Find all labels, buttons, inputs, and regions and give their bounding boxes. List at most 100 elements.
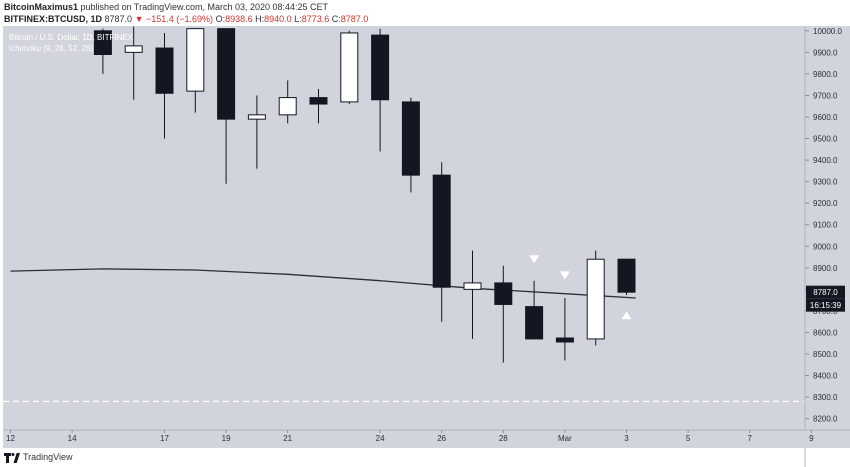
last-price: 8787.0 (104, 14, 133, 24)
time-tick-label: 9 (809, 434, 814, 443)
price-tick-label: 9100.0 (813, 221, 838, 230)
up-triangle-marker (621, 311, 632, 320)
indicator-label: Ichimoku (9, 26, 52, 26) (9, 44, 93, 53)
time-axis[interactable] (3, 430, 850, 448)
price-tick-label: 9300.0 (813, 178, 838, 187)
price-axis[interactable] (805, 26, 850, 430)
candle-body (93, 30, 112, 56)
publish-date: published on TradingView.com, March 03, … (80, 2, 329, 12)
candle[interactable] (525, 280, 544, 340)
candle-body (432, 174, 451, 288)
down-triangle-marker (529, 255, 540, 264)
candle[interactable] (371, 28, 390, 152)
open-value: 8938.6 (225, 14, 253, 24)
price-tick-label: 8600.0 (813, 328, 838, 337)
last-price-tag-label: 8787.0 (813, 288, 838, 297)
chart-publish-info: BitcoinMaximus1 published on TradingView… (4, 2, 328, 14)
symbol-label: BITFINEX:BTCUSD, 1D (4, 14, 103, 24)
candle-body (278, 97, 297, 116)
price-tick-label: 8500.0 (813, 350, 838, 359)
price-tick-label: 9900.0 (813, 48, 838, 57)
price-tick-label: 10000.0 (813, 27, 842, 36)
candle[interactable] (247, 95, 266, 169)
candle-body (186, 28, 205, 92)
close-label: C: (331, 14, 341, 24)
candle[interactable] (340, 30, 359, 105)
candle[interactable] (186, 28, 205, 113)
close-value: 8787.0 (340, 14, 369, 24)
price-tick-label: 9400.0 (813, 156, 838, 165)
candle-body (247, 114, 266, 120)
candle[interactable] (309, 88, 328, 124)
candle-body (217, 28, 236, 120)
candle[interactable] (93, 28, 112, 74)
author-name[interactable]: BitcoinMaximus1 (4, 2, 79, 12)
plot-area[interactable] (3, 26, 805, 430)
countdown-tag: 16:15:39 (806, 298, 845, 312)
candle-body (525, 306, 544, 340)
candle-body (463, 282, 482, 290)
high-label: H: (255, 14, 265, 24)
candle[interactable] (555, 297, 574, 361)
candle[interactable] (278, 80, 297, 124)
candle[interactable] (463, 250, 482, 339)
ichimoku-line (10, 268, 636, 299)
candle-body (555, 337, 574, 343)
price-tick-label: 8400.0 (813, 372, 838, 381)
price-tick-label: 9200.0 (813, 199, 838, 208)
price-tick-label: 8900.0 (813, 264, 838, 273)
price-tick-label: 9600.0 (813, 113, 838, 122)
time-tick-label: 17 (160, 434, 169, 443)
time-tick-label: 5 (686, 434, 691, 443)
down-triangle-marker (559, 271, 570, 280)
tradingview-footer[interactable]: TradingView (4, 450, 73, 464)
candle-body (617, 258, 636, 293)
time-tick-label: 3 (624, 434, 629, 443)
time-tick-label: 28 (499, 434, 508, 443)
candle[interactable] (155, 32, 174, 139)
price-change: ▼ −151.4 (−1.69%) (134, 14, 214, 24)
ohlc-header: BITFINEX:BTCUSD, 1D 8787.0 ▼ −151.4 (−1.… (4, 14, 368, 26)
time-tick-label: 14 (68, 434, 77, 443)
time-tick-label: 12 (6, 434, 15, 443)
candle[interactable] (494, 265, 513, 363)
time-tick-label: 19 (222, 434, 231, 443)
low-label: L: (294, 14, 302, 24)
high-value: 8940.0 (264, 14, 292, 24)
low-value: 8773.6 (301, 14, 330, 24)
price-tick-label: 9000.0 (813, 242, 838, 251)
price-tick-label: 9700.0 (813, 91, 838, 100)
last-price-tag-bg (806, 285, 845, 299)
candle-body (309, 97, 328, 105)
candle-body (494, 282, 513, 305)
candle-body (155, 47, 174, 94)
tradingview-logo-icon (4, 452, 20, 463)
countdown-tag-label: 16:15:39 (810, 301, 842, 310)
candle-body (340, 32, 359, 103)
price-tick-label: 8200.0 (813, 415, 838, 424)
time-tick-label: 26 (437, 434, 446, 443)
time-tick-label: 21 (283, 434, 292, 443)
time-tick-label: 7 (747, 434, 752, 443)
candle[interactable] (217, 28, 236, 184)
candle-body (586, 258, 605, 340)
price-tick-label: 9500.0 (813, 135, 838, 144)
candle[interactable] (401, 97, 420, 193)
tradingview-brand: TradingView (23, 452, 73, 462)
series-title: Bitcoin / U.S. Dollar, 1D, BITFINEX (9, 33, 134, 42)
time-tick-label: 24 (376, 434, 385, 443)
time-tick-label: Mar (558, 434, 572, 443)
candle[interactable] (617, 258, 636, 295)
candle[interactable] (124, 26, 143, 100)
open-label: O: (215, 14, 226, 24)
candle[interactable] (586, 250, 605, 346)
price-tick-label: 9800.0 (813, 70, 838, 79)
price-tick-label: 8300.0 (813, 393, 838, 402)
countdown-tag-bg (806, 298, 845, 312)
candle-body (124, 45, 143, 53)
last-price-tag: 8787.0 (806, 285, 845, 299)
candle[interactable] (432, 162, 451, 322)
candle-body (371, 34, 390, 101)
candle-body (401, 101, 420, 176)
